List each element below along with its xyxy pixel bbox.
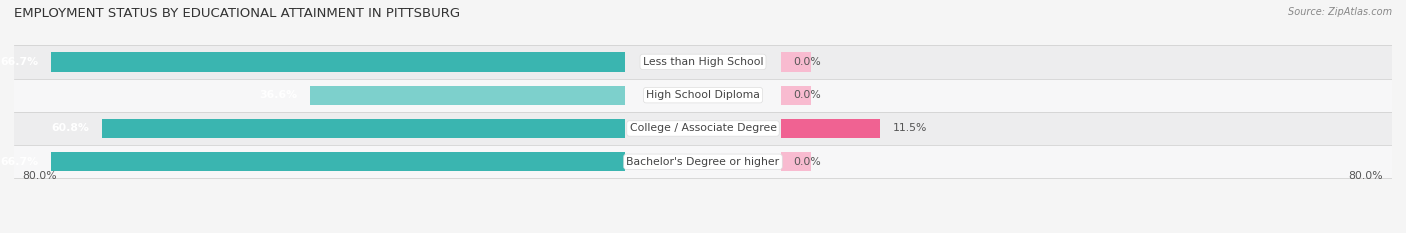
Text: EMPLOYMENT STATUS BY EDUCATIONAL ATTAINMENT IN PITTSBURG: EMPLOYMENT STATUS BY EDUCATIONAL ATTAINM… bbox=[14, 7, 460, 20]
Bar bbox=[780, 52, 811, 72]
Text: 60.8%: 60.8% bbox=[51, 123, 89, 134]
Text: Less than High School: Less than High School bbox=[643, 57, 763, 67]
Bar bbox=[14, 112, 1392, 145]
Bar bbox=[101, 119, 626, 138]
Text: College / Associate Degree: College / Associate Degree bbox=[630, 123, 776, 134]
Text: 0.0%: 0.0% bbox=[793, 57, 821, 67]
Bar bbox=[780, 152, 811, 171]
Text: 36.6%: 36.6% bbox=[259, 90, 298, 100]
Text: 80.0%: 80.0% bbox=[1348, 171, 1384, 181]
Text: 0.0%: 0.0% bbox=[793, 157, 821, 167]
Bar bbox=[51, 152, 626, 171]
Bar bbox=[780, 119, 880, 138]
Bar bbox=[780, 86, 811, 105]
Bar bbox=[51, 52, 626, 72]
Text: 66.7%: 66.7% bbox=[0, 57, 38, 67]
Bar bbox=[14, 45, 1392, 79]
Text: Source: ZipAtlas.com: Source: ZipAtlas.com bbox=[1288, 7, 1392, 17]
Bar bbox=[14, 145, 1392, 178]
Text: 0.0%: 0.0% bbox=[793, 90, 821, 100]
Text: Bachelor's Degree or higher: Bachelor's Degree or higher bbox=[627, 157, 779, 167]
Text: High School Diploma: High School Diploma bbox=[647, 90, 759, 100]
Bar bbox=[14, 79, 1392, 112]
Text: 11.5%: 11.5% bbox=[893, 123, 927, 134]
Text: 66.7%: 66.7% bbox=[0, 157, 38, 167]
Text: 80.0%: 80.0% bbox=[22, 171, 58, 181]
Bar bbox=[311, 86, 626, 105]
